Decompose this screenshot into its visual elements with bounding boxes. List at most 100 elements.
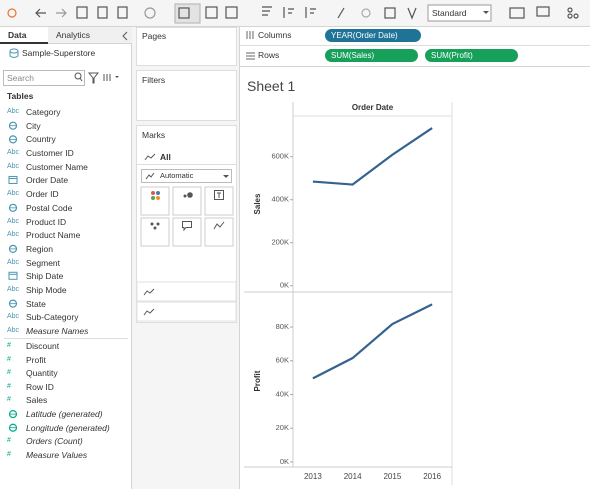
marks-title: Marks: [142, 130, 166, 140]
y-axis-title: Sales: [253, 193, 262, 214]
field[interactable]: Orders (Count): [26, 436, 83, 447]
y-tick-label: 40K: [276, 389, 289, 398]
sidebar: [0, 27, 132, 489]
field-type-icon: #: [7, 396, 11, 404]
field[interactable]: Segment: [26, 257, 61, 268]
size-dot: [183, 194, 187, 198]
x-tick-label: 2016: [423, 472, 441, 481]
shelf-pill[interactable]: SUM(Profit): [425, 49, 518, 62]
marks-button[interactable]: [204, 186, 234, 216]
field[interactable]: Country: [26, 134, 56, 145]
field[interactable]: Sales: [26, 395, 48, 406]
marks-button[interactable]: [140, 217, 170, 247]
x-tick-label: 2014: [344, 472, 362, 481]
field[interactable]: Customer Name: [26, 161, 88, 172]
field-type-icon: Abc: [7, 285, 20, 293]
field[interactable]: Sub-Category: [26, 312, 79, 323]
marks-all-row[interactable]: [137, 148, 236, 165]
field[interactable]: Measure Names: [26, 326, 89, 337]
data-line: [312, 127, 433, 186]
y-tick-label: 600K: [271, 152, 289, 161]
tables-heading: Tables: [7, 91, 34, 101]
shelf-label: Rows: [258, 50, 280, 60]
data-source[interactable]: Sample-Superstore: [22, 48, 96, 58]
marks-button-icon: [150, 222, 160, 230]
field[interactable]: City: [26, 120, 41, 131]
field[interactable]: Order ID: [26, 189, 59, 200]
date-icon: [8, 271, 18, 280]
marks-measure-row[interactable]: [136, 301, 237, 322]
sheet-area: [240, 68, 590, 489]
field-type-icon: Abc: [7, 258, 20, 266]
y-tick-label: 0K: [280, 281, 289, 290]
detail-dot: [153, 226, 157, 230]
marks-button[interactable]: [140, 186, 170, 216]
data-source-icon: [9, 48, 19, 58]
shelf-pill[interactable]: YEAR(Order Date): [325, 29, 421, 42]
collapse-icon[interactable]: [121, 31, 129, 41]
field[interactable]: Measure Values: [26, 449, 88, 460]
field[interactable]: Postal Code: [26, 202, 73, 213]
field[interactable]: Ship Mode: [26, 284, 67, 295]
shelf-pill[interactable]: SUM(Sales): [325, 49, 418, 62]
field[interactable]: Row ID: [26, 381, 54, 392]
data-line: [312, 303, 433, 380]
x-tick-label: 2013: [304, 472, 322, 481]
field[interactable]: State: [26, 298, 46, 309]
field-type-icon: #: [7, 355, 11, 363]
date-icon: [8, 175, 18, 184]
field[interactable]: Order Date: [26, 175, 69, 186]
pages-card: [136, 27, 237, 66]
marks-button[interactable]: [172, 186, 202, 216]
field[interactable]: Customer ID: [26, 148, 74, 159]
y-tick-label: 20K: [276, 423, 289, 432]
field[interactable]: Product ID: [26, 216, 67, 227]
fit-dropdown[interactable]: Standard: [432, 8, 467, 18]
field[interactable]: Ship Date: [26, 271, 64, 282]
field[interactable]: Category: [26, 107, 61, 117]
field-separator: [4, 338, 128, 339]
filters-card: [136, 70, 237, 121]
marks-measure-row[interactable]: [136, 281, 237, 302]
field[interactable]: Quantity: [26, 368, 58, 379]
field-type-icon: #: [7, 342, 11, 349]
line-icon: [143, 288, 155, 296]
field-type-icon: Abc: [7, 108, 20, 115]
field[interactable]: Product Name: [26, 230, 81, 241]
data-tab[interactable]: Data: [8, 30, 27, 40]
search-box[interactable]: [3, 70, 85, 86]
color-dot: [156, 196, 160, 200]
field[interactable]: Discount: [26, 341, 60, 351]
color-dot: [151, 196, 155, 200]
mark-type-icons: [145, 172, 229, 180]
shelf-label: Columns: [258, 30, 292, 40]
field[interactable]: Region: [26, 243, 53, 254]
y-tick-label: 400K: [271, 195, 289, 204]
field[interactable]: Latitude (generated): [26, 409, 103, 420]
shelf-icons: [246, 31, 255, 60]
pages-title: Pages: [142, 31, 167, 41]
toolbar-icons: [7, 3, 579, 24]
mark-type-dropdown[interactable]: [141, 169, 232, 183]
marks-button-icon: [182, 221, 192, 232]
column-header: Order Date: [352, 103, 394, 112]
line-icon: [143, 308, 155, 316]
size-dot: [187, 192, 193, 198]
marks-button[interactable]: [172, 217, 202, 247]
marks-button-icon: [151, 191, 160, 200]
field-type-icon: #: [7, 369, 11, 377]
label-box: [214, 190, 224, 200]
marks-button-icon: [214, 190, 224, 200]
data-tab-active: [0, 27, 48, 44]
y-tick-label: 200K: [271, 238, 289, 247]
analytics-tab[interactable]: Analytics: [56, 30, 91, 40]
field-type-icon: Abc: [7, 217, 20, 225]
mark-type: Automatic: [160, 171, 194, 180]
marks-button-icon: [183, 192, 193, 198]
marks-button[interactable]: [204, 217, 234, 247]
field-type-icon: Abc: [7, 231, 20, 239]
field[interactable]: Longitude (generated): [26, 422, 110, 433]
field[interactable]: Profit: [26, 354, 46, 365]
y-tick-label: 60K: [276, 356, 289, 365]
field-type-icon: Abc: [7, 190, 20, 198]
